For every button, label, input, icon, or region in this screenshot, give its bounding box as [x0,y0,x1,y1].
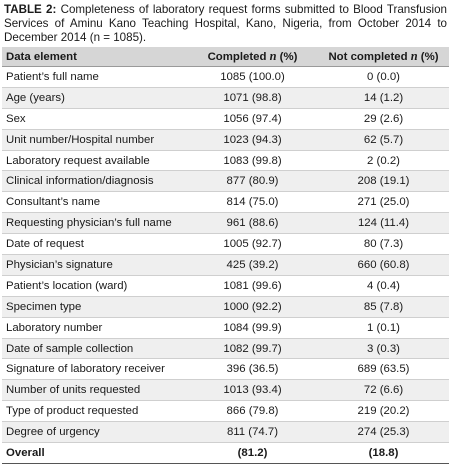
table-row: Date of request 1005 (92.7) 80 (7.3) [2,233,449,256]
table-row: Physician’s signature 425 (39.2) 660 (60.8… [2,254,449,276]
cell-completed: 1084 (99.9) [187,317,318,339]
cell-not-completed: 689 (63.5) [318,358,449,381]
cell-data-element: Signature of laboratory receiver [2,358,187,381]
table-row: Unit number/Hospital number 1023 (94.3) 62… [2,129,449,151]
cell-not-completed: 124 (11.4) [318,212,449,235]
overall-completed: (81.2) [187,442,318,464]
cell-completed: 1023 (94.3) [187,129,318,151]
cell-completed: 1000 (92.2) [187,296,318,318]
header-not-completed: Not completed n (%) [318,47,449,67]
cell-data-element: Age (years) [2,87,187,109]
cell-completed: 814 (75.0) [187,191,318,214]
table-row: Patient’s full name 1085 (100.0) 0 (0.0) [2,66,449,88]
completeness-table: Data element Completed n (%) Not complet… [2,47,449,464]
cell-data-element: Date of sample collection [2,338,187,360]
cell-data-element: Patient’s full name [2,66,187,88]
cell-completed: 866 (79.8) [187,400,318,423]
cell-data-element: Specimen type [2,296,187,318]
cell-not-completed: 14 (1.2) [318,87,449,109]
cell-not-completed: 85 (7.8) [318,296,449,318]
overall-label: Overall [2,442,187,464]
cell-completed: 1085 (100.0) [187,66,318,88]
table-row: Age (years) 1071 (98.8) 14 (1.2) [2,87,449,109]
cell-not-completed: 1 (0.1) [318,317,449,339]
cell-completed: 425 (39.2) [187,254,318,276]
caption-label: TABLE 2: [4,3,57,16]
table-row: Degree of urgency 811 (74.7) 274 (25.3) [2,421,449,444]
table-row: Date of sample collection 1082 (99.7) 3 (0… [2,338,449,360]
cell-completed: 1013 (93.4) [187,379,318,402]
cell-completed: 961 (88.6) [187,212,318,235]
cell-data-element: Physician’s signature [2,254,187,276]
table-row: Specimen type 1000 (92.2) 85 (7.8) [2,296,449,318]
cell-completed: 1071 (98.8) [187,87,318,109]
cell-completed: 396 (36.5) [187,358,318,381]
cell-completed: 1081 (99.6) [187,275,318,297]
cell-data-element: Requesting physician’s full name [2,212,187,235]
cell-not-completed: 29 (2.6) [318,108,449,130]
cell-completed: 877 (80.9) [187,170,318,193]
cell-data-element: Patient’s location (ward) [2,275,187,297]
table-row: Laboratory number 1084 (99.9) 1 (0.1) [2,317,449,339]
table-header-row: Data element Completed n (%) Not complet… [2,47,449,67]
header-completed: Completed n (%) [187,47,318,67]
cell-data-element: Sex [2,108,187,130]
cell-data-element: Laboratory number [2,317,187,339]
cell-completed: 1005 (92.7) [187,233,318,256]
table-body: Patient’s full name 1085 (100.0) 0 (0.0) Ag… [2,66,449,444]
table-row: Consultant’s name 814 (75.0) 271 (25.0) [2,191,449,214]
cell-not-completed: 660 (60.8) [318,254,449,276]
cell-data-element: Type of product requested [2,400,187,423]
cell-not-completed: 4 (0.4) [318,275,449,297]
cell-data-element: Unit number/Hospital number [2,129,187,151]
cell-completed: 1056 (97.4) [187,108,318,130]
cell-not-completed: 0 (0.0) [318,66,449,88]
table-row: Sex 1056 (97.4) 29 (2.6) [2,108,449,130]
cell-not-completed: 271 (25.0) [318,191,449,214]
header-data-element: Data element [2,47,187,67]
overall-row: Overall (81.2) (18.8) [2,442,449,464]
cell-completed: 1083 (99.8) [187,150,318,172]
cell-not-completed: 3 (0.3) [318,338,449,360]
cell-not-completed: 274 (25.3) [318,421,449,444]
caption-text: Completeness of laboratory request forms… [4,3,447,44]
table-row: Type of product requested 866 (79.8) 219 (… [2,400,449,423]
table-row: Signature of laboratory receiver 396 (36.… [2,358,449,381]
cell-not-completed: 208 (19.1) [318,170,449,193]
table-row: Patient’s location (ward) 1081 (99.6) 4 (0… [2,275,449,297]
cell-data-element: Date of request [2,233,187,256]
table-row: Clinical information/diagnosis 877 (80.9)… [2,170,449,193]
cell-data-element: Clinical information/diagnosis [2,170,187,193]
cell-not-completed: 72 (6.6) [318,379,449,402]
cell-not-completed: 80 (7.3) [318,233,449,256]
cell-not-completed: 219 (20.2) [318,400,449,423]
overall-not-completed: (18.8) [318,442,449,464]
cell-data-element: Consultant’s name [2,191,187,214]
table-caption: TABLE 2: Completeness of laboratory requ… [2,3,449,47]
cell-not-completed: 2 (0.2) [318,150,449,172]
cell-data-element: Degree of urgency [2,421,187,444]
cell-data-element: Number of units requested [2,379,187,402]
cell-data-element: Laboratory request available [2,150,187,172]
cell-completed: 811 (74.7) [187,421,318,444]
cell-not-completed: 62 (5.7) [318,129,449,151]
table-row: Requesting physician’s full name 961 (88.… [2,212,449,235]
cell-completed: 1082 (99.7) [187,338,318,360]
table-row: Number of units requested 1013 (93.4) 72 (… [2,379,449,402]
table-row: Laboratory request available 1083 (99.8) 2… [2,150,449,172]
